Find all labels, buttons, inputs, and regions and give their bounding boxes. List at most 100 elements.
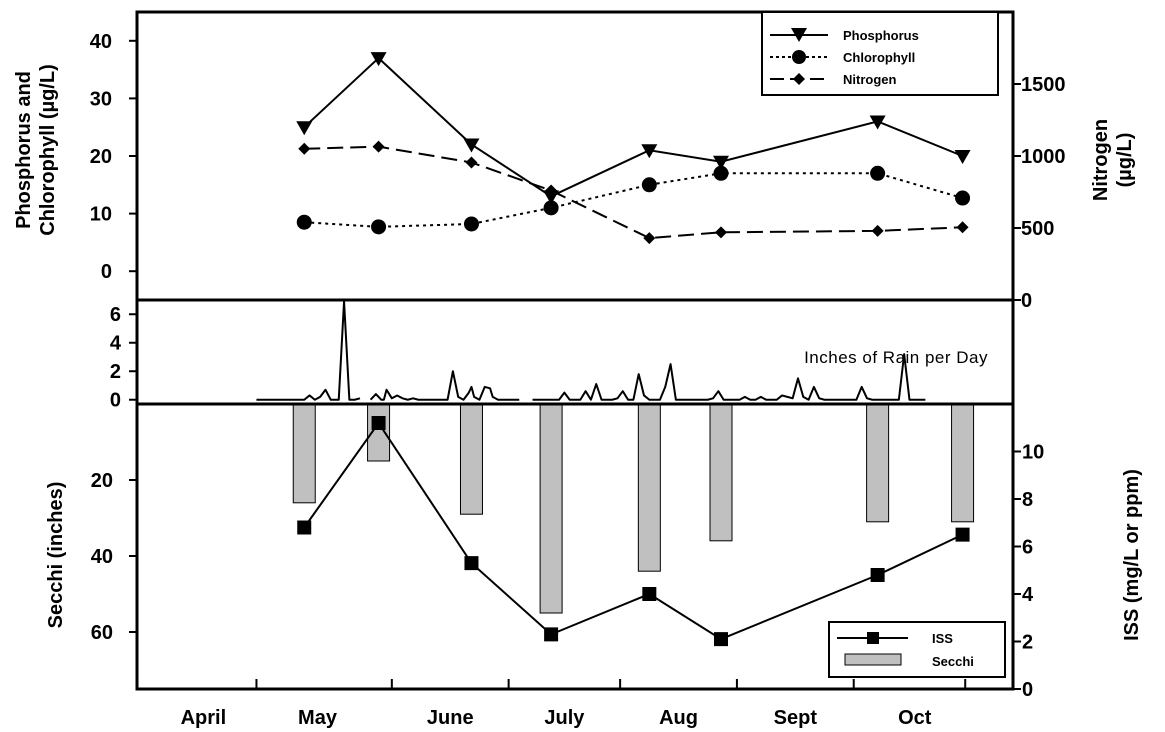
month-label: April — [181, 707, 227, 729]
iss-right-tick-label: 4 — [1022, 584, 1034, 606]
nitrogen-point — [956, 221, 969, 234]
iss-right-tick-label: 8 — [1022, 489, 1033, 511]
nitrogen-point — [545, 184, 558, 197]
legend-secchi-swatch — [844, 653, 902, 666]
rain-left-tick-label: 4 — [110, 333, 122, 355]
rain-line — [256, 300, 361, 401]
secchi-bar — [709, 403, 733, 542]
legend-chlorophyll-marker — [792, 50, 806, 64]
month-label: May — [298, 707, 338, 729]
iss-point — [870, 568, 885, 582]
phosphorus-point — [463, 138, 480, 153]
phosphorus-point — [869, 115, 886, 130]
chlorophyll-point — [713, 165, 729, 181]
secchi-bar — [292, 403, 316, 504]
secchi-left-tick-label: 60 — [91, 622, 113, 644]
nutrients-left-tick-label: 30 — [90, 88, 112, 110]
secchi-bar — [866, 403, 890, 523]
secchi-legend: ISS Secchi — [828, 621, 1006, 678]
chlorophyll-point — [870, 165, 886, 181]
rain-line — [532, 353, 926, 401]
nutrients-right-axis-title-line1: Nitrogen — [1090, 119, 1112, 201]
chlorophyll-point — [463, 216, 479, 232]
nutrients-legend: Phosphorus Chlorophyll Nitrogen — [761, 11, 999, 96]
month-label: Sept — [774, 707, 818, 729]
nutrients-left-axis-title: Phosphorus and Chlorophyll (µg/L) — [13, 64, 59, 236]
nitrogen-right-tick-label: 0 — [1021, 290, 1032, 312]
legend-phosphorus-label: Phosphorus — [843, 28, 919, 43]
secchi-left-tick-label: 20 — [91, 470, 113, 492]
nutrients-right-axis-title-line2: (µg/L) — [1114, 133, 1136, 188]
legend-phosphorus-marker — [791, 28, 807, 42]
nitrogen-right-tick-label: 500 — [1021, 218, 1054, 240]
chlorophyll-point — [955, 190, 971, 206]
nutrients-left-tick-label: 0 — [101, 261, 112, 283]
nutrients-right-axis-title: Nitrogen (µg/L) — [1090, 119, 1136, 201]
chlorophyll-point — [371, 219, 387, 235]
month-label: Oct — [898, 707, 932, 729]
iss-right-tick-label: 2 — [1022, 632, 1033, 654]
axis-ticks: 0 10 20 30 40 0 500 1000 1500 0 2 4 6 20 40 60 0 2 4 6 8 10 Ap… — [90, 31, 1066, 729]
iss-point — [297, 520, 312, 535]
legend-chlorophyll-label: Chlorophyll — [843, 50, 915, 65]
iss-point — [642, 587, 657, 601]
secchi-bar — [459, 403, 483, 515]
secchi-bar — [539, 403, 563, 614]
legend-secchi-label: Secchi — [932, 654, 974, 669]
nutrients-left-axis-title-line1: Phosphorus and — [13, 71, 35, 229]
phosphorus-point — [713, 155, 729, 170]
nitrogen-point — [372, 140, 385, 153]
rain-panel-title: Inches of Rain per Day — [804, 348, 988, 367]
chlorophyll-point — [296, 214, 312, 230]
iss-right-tick-label: 0 — [1022, 679, 1033, 701]
iss-point — [544, 627, 559, 642]
nitrogen-point — [465, 156, 478, 169]
month-label: June — [427, 707, 474, 729]
legend-nitrogen-label: Nitrogen — [843, 72, 897, 87]
secchi-bars — [292, 403, 975, 614]
legend-nitrogen-marker — [793, 73, 805, 85]
iss-point — [371, 416, 386, 430]
chlorophyll-point — [543, 200, 559, 216]
nitrogen-point — [298, 142, 311, 155]
month-label: Aug — [659, 707, 698, 729]
nutrients-left-axis-title-line2: Chlorophyll (µg/L) — [37, 64, 59, 236]
iss-right-tick-label: 10 — [1022, 442, 1044, 464]
phosphorus-point — [954, 150, 971, 164]
secchi-axis-title: Secchi (inches) — [45, 482, 67, 629]
rain-line — [369, 370, 520, 401]
iss-axis-title: ISS (mg/L or ppm) — [1121, 469, 1143, 641]
secchi-bar — [951, 403, 975, 523]
secchi-legend-box — [828, 621, 1006, 678]
legend-iss-marker — [867, 632, 879, 644]
phosphorus-point — [370, 52, 387, 67]
iss-right-tick-label: 6 — [1022, 537, 1033, 559]
month-label: July — [544, 707, 585, 729]
iss-point — [714, 632, 728, 647]
nitrogen-right-tick-label: 1500 — [1021, 74, 1066, 96]
rain-left-tick-label: 0 — [110, 390, 121, 412]
legend-iss-label: ISS — [932, 631, 953, 646]
chlorophyll-point — [641, 177, 657, 193]
secchi-bar — [637, 403, 661, 572]
nitrogen-line — [304, 145, 963, 240]
nitrogen-point — [715, 226, 727, 239]
secchi-left-tick-label: 40 — [91, 546, 113, 568]
chlorophyll-line — [304, 172, 963, 228]
rain-left-tick-label: 6 — [110, 304, 121, 326]
nutrients-left-tick-label: 20 — [90, 146, 112, 168]
phosphorus-point — [641, 144, 658, 159]
nutrients-left-tick-label: 40 — [90, 31, 112, 53]
nutrients-left-tick-label: 10 — [90, 204, 112, 226]
rain-left-tick-label: 2 — [110, 361, 121, 383]
phosphorus-line — [303, 56, 963, 198]
iss-point — [955, 527, 970, 542]
phosphorus-point — [543, 190, 560, 205]
series-markers — [296, 52, 971, 647]
iss-line — [303, 421, 963, 641]
nitrogen-point — [643, 232, 656, 245]
nitrogen-point — [871, 224, 884, 237]
phosphorus-point — [296, 121, 313, 136]
nitrogen-right-tick-label: 1000 — [1021, 146, 1066, 168]
